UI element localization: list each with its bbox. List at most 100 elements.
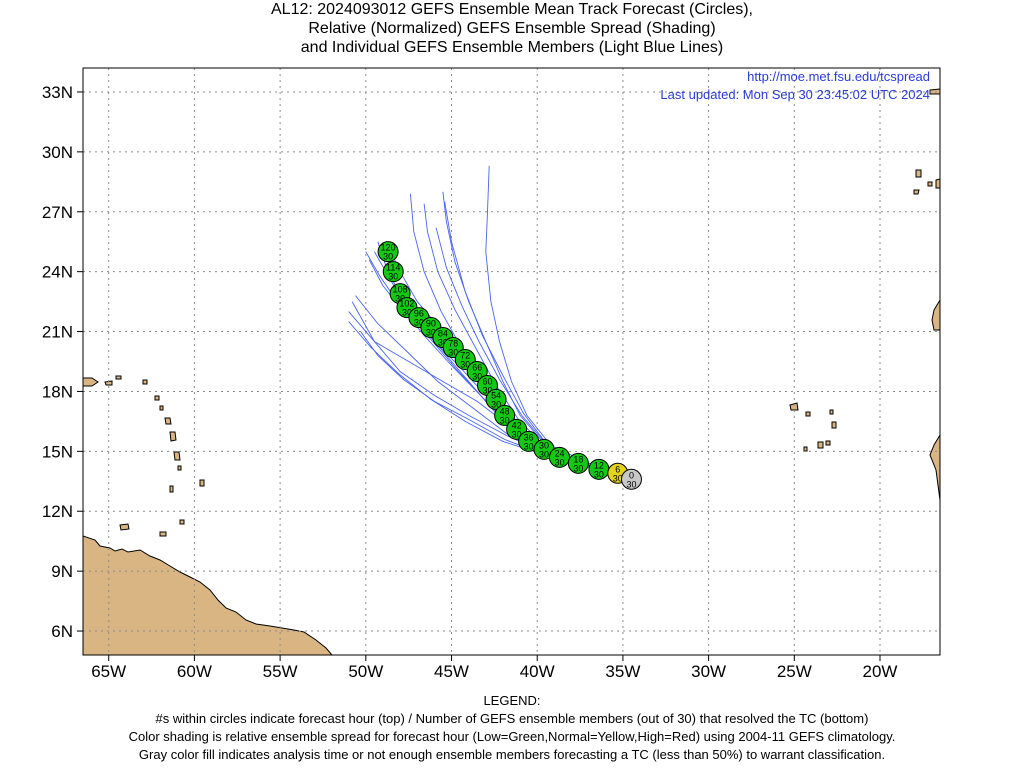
island [173,451,181,461]
lon-tick-label: 45W [434,662,469,681]
track-circle [377,241,399,263]
island [154,395,160,401]
legend-line-3: Gray color fill indicates analysis time … [138,747,886,762]
forecast-hour-label: 12 [594,460,604,470]
island [817,441,824,449]
island [177,465,182,471]
island [83,377,99,387]
forecast-hour-label: 102 [399,299,414,309]
lon-tick-label: 25W [777,662,812,681]
island [935,178,940,189]
land-layer [83,88,940,655]
member-count-label: 30 [388,272,398,282]
forecast-hour-label: 108 [393,285,408,295]
forecast-hour-label: 84 [438,329,448,339]
island [825,440,831,446]
south-america-landmass [83,535,333,655]
member-count-label: 30 [594,469,604,479]
island [159,531,167,537]
lat-tick-label: 6N [51,622,73,641]
forecast-hour-label: 6 [615,464,620,474]
island [169,485,174,493]
forecast-hour-label: 18 [573,454,583,464]
island [915,169,922,178]
member-count-label: 30 [438,338,448,348]
lon-tick-label: 40W [520,662,555,681]
island [142,379,148,385]
lat-tick-label: 30N [42,143,73,162]
lon-tick-label: 50W [348,662,383,681]
island [831,421,837,429]
island [803,446,808,452]
lat-tick-label: 33N [42,83,73,102]
forecast-hour-label: 30 [539,440,549,450]
lat-tick-label: 15N [42,442,73,461]
lon-tick-label: 60W [177,662,212,681]
chart-title-line-3: and Individual GEFS Ensemble Members (Li… [300,39,724,56]
forecast-hour-label: 48 [500,406,510,416]
island [789,402,799,411]
island [829,409,834,415]
forecast-hour-label: 90 [426,319,436,329]
graticule [83,68,940,655]
lat-tick-label: 9N [51,562,73,581]
member-count-label: 30 [472,371,482,381]
member-count-label: 30 [524,441,534,451]
lon-tick-label: 35W [605,662,640,681]
member-count-label: 30 [383,252,393,262]
forecast-hour-label: 72 [460,351,470,361]
lon-tick-label: 55W [263,662,298,681]
island [169,431,177,442]
forecast-hour-label: 60 [482,376,492,386]
island [159,405,164,411]
lat-tick-label: 18N [42,382,73,401]
map-plot-area [83,68,940,655]
member-count-label: 30 [460,360,470,370]
member-count-label: 30 [626,479,636,489]
track-circle [548,446,570,468]
ensemble-member-track [485,165,632,480]
island [115,375,122,380]
legend-line-1: #s within circles indicate forecast hour… [155,711,869,726]
member-count-label: 30 [554,457,564,467]
member-count-label: 30 [539,449,549,459]
chart-title-line-2: Relative (Normalized) GEFS Ensemble Spre… [308,20,716,37]
member-count-label: 30 [426,328,436,338]
member-count-label: 30 [448,348,458,358]
forecast-hour-label: 36 [524,432,534,442]
forecast-hour-label: 114 [386,263,400,273]
map-axes: 6N 9N 12N 15N 18N 21N 24N 27N 30N 33N 65W 60W 55W 50W… [42,83,898,681]
member-count-label: 30 [491,399,501,409]
member-count-label: 30 [613,473,623,483]
legend-heading: LEGEND: [483,693,541,708]
island [927,181,933,187]
island [179,519,185,525]
last-updated: Last updated: Mon Sep 30 23:45:02 UTC 20… [660,87,930,102]
forecast-hour-label: 120 [381,243,396,253]
lat-tick-label: 12N [42,502,73,521]
lon-tick-label: 20W [863,662,898,681]
lat-tick-label: 21N [42,323,73,342]
lat-tick-label: 24N [42,263,73,282]
member-count-label: 30 [500,415,510,425]
africa-coast-west [931,299,940,331]
member-count-label: 30 [482,385,492,395]
source-url[interactable]: http://moe.met.fsu.edu/tcspread [747,69,930,84]
map-frame [82,67,941,656]
forecast-hour-label: 42 [512,420,522,430]
forecast-hour-label: 0 [629,470,634,480]
forecast-hour-label: 24 [554,448,564,458]
track-point: 030 [620,468,642,490]
forecast-hour-label: 78 [448,339,458,349]
member-count-label: 30 [402,308,412,318]
track-circle [567,452,589,474]
track-circle [620,468,642,490]
member-count-label: 30 [512,429,522,439]
island [164,417,172,425]
member-count-label: 30 [573,463,583,473]
